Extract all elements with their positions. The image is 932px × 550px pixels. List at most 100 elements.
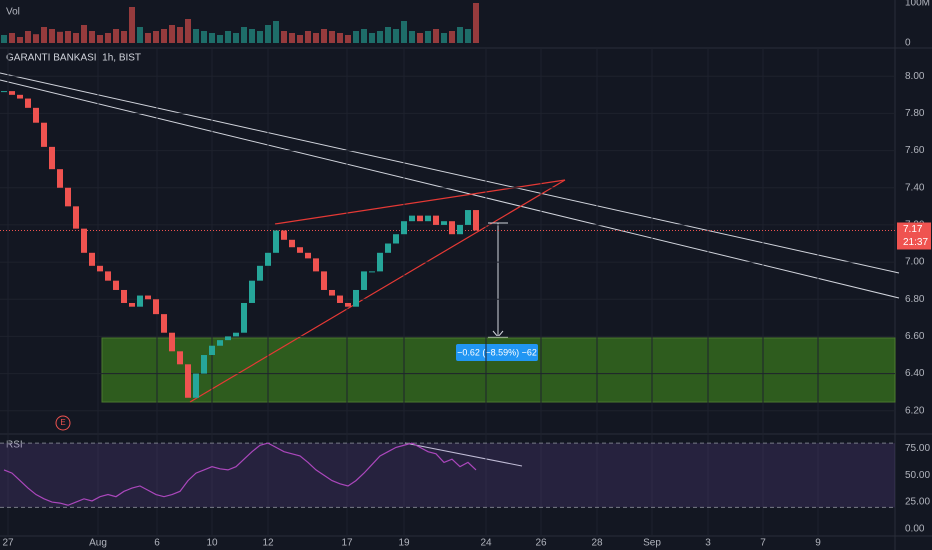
candle (81, 228, 87, 253)
volume-bar (89, 31, 95, 43)
candle (377, 252, 383, 272)
y-tick-label: 7.00 (905, 257, 925, 268)
volume-bar (417, 33, 423, 43)
candle (457, 224, 463, 235)
volume-bar (233, 33, 239, 43)
x-tick-label: 26 (535, 538, 547, 549)
candle (449, 221, 455, 235)
volume-bar (225, 31, 231, 43)
volume-bar (305, 31, 311, 43)
volume-bar (241, 27, 247, 43)
candle (113, 280, 119, 290)
candle (297, 247, 303, 253)
candle (25, 98, 31, 108)
event-marker: E (60, 418, 65, 427)
candle (233, 332, 239, 337)
volume-bar (281, 31, 287, 43)
candle (185, 364, 191, 398)
volume-bar (449, 31, 455, 43)
candle (393, 234, 399, 244)
x-tick-label: 28 (591, 538, 603, 549)
candle (369, 271, 375, 273)
y-tick-label: 6.40 (905, 368, 925, 379)
volume-bar (105, 33, 111, 43)
volume-bar (409, 31, 415, 43)
volume-bar (97, 35, 103, 43)
x-tick-label: 12 (262, 538, 274, 549)
volume-bar (337, 33, 343, 43)
volume-bar (457, 27, 463, 43)
volume-bar (353, 31, 359, 43)
candle (289, 239, 295, 248)
candle (65, 187, 71, 207)
y-tick-label: 6.60 (905, 331, 925, 342)
volume-bar (49, 29, 55, 43)
rsi-tick-label: 50.00 (905, 470, 930, 481)
rsi-band (0, 443, 895, 508)
last-price-label: 7.17 (903, 224, 923, 235)
volume-bar (377, 31, 383, 43)
candle (337, 295, 343, 303)
candle (217, 340, 223, 346)
candle (153, 299, 159, 315)
candle (249, 280, 255, 303)
x-tick-label: 9 (815, 538, 821, 549)
volume-bar (9, 33, 15, 43)
vol-tick-label: 100M (905, 0, 930, 9)
candle (313, 258, 319, 272)
volume-bar (273, 21, 279, 43)
candle (257, 265, 263, 281)
volume-bar (65, 31, 71, 43)
y-tick-label: 7.40 (905, 182, 925, 193)
candle (209, 345, 215, 356)
candle (409, 215, 415, 222)
x-tick-label: 7 (760, 538, 766, 549)
candle (97, 265, 103, 272)
candle (401, 221, 407, 235)
x-tick-label: 3 (705, 538, 711, 549)
volume-bar (345, 35, 351, 43)
candle (105, 271, 111, 281)
volume-bar (425, 31, 431, 43)
volume-bar (169, 25, 175, 43)
volume-bar (145, 33, 151, 43)
x-tick-label: 10 (206, 538, 218, 549)
y-tick-label: 7.60 (905, 145, 925, 156)
rsi-label: RSI (6, 440, 23, 451)
volume-bar (81, 25, 87, 43)
volume-bar (361, 29, 367, 43)
volume-bar (441, 33, 447, 43)
x-tick-label: 27 (2, 538, 14, 549)
volume-bar (217, 35, 223, 43)
volume-bar (329, 31, 335, 43)
chart-title: GARANTI BANKASI, 1h, BIST (6, 53, 141, 64)
volume-bar (41, 27, 47, 43)
volume-bar (473, 3, 479, 43)
candle (17, 94, 23, 99)
volume-label: Vol (6, 7, 20, 18)
candle (465, 210, 471, 225)
volume-bar (401, 21, 407, 43)
last-price-box (897, 222, 931, 250)
candle (241, 302, 247, 333)
x-tick-label: Sep (643, 538, 661, 549)
volume-bar (129, 7, 135, 43)
candle (137, 295, 143, 307)
volume-bar (313, 33, 319, 43)
y-tick-label: 8.00 (905, 71, 925, 82)
rsi-tick-label: 25.00 (905, 497, 930, 508)
volume-bar (137, 27, 143, 43)
volume-bar (177, 27, 183, 43)
volume-bar (113, 29, 119, 43)
candle (417, 215, 423, 222)
measure-box (456, 344, 538, 361)
rsi-tick-label: 75.00 (905, 443, 930, 454)
candle (169, 332, 175, 352)
candle (329, 289, 335, 296)
event-icon (55, 415, 71, 431)
candle (145, 295, 151, 300)
volume-bar (369, 33, 375, 43)
candle (0, 91, 7, 93)
